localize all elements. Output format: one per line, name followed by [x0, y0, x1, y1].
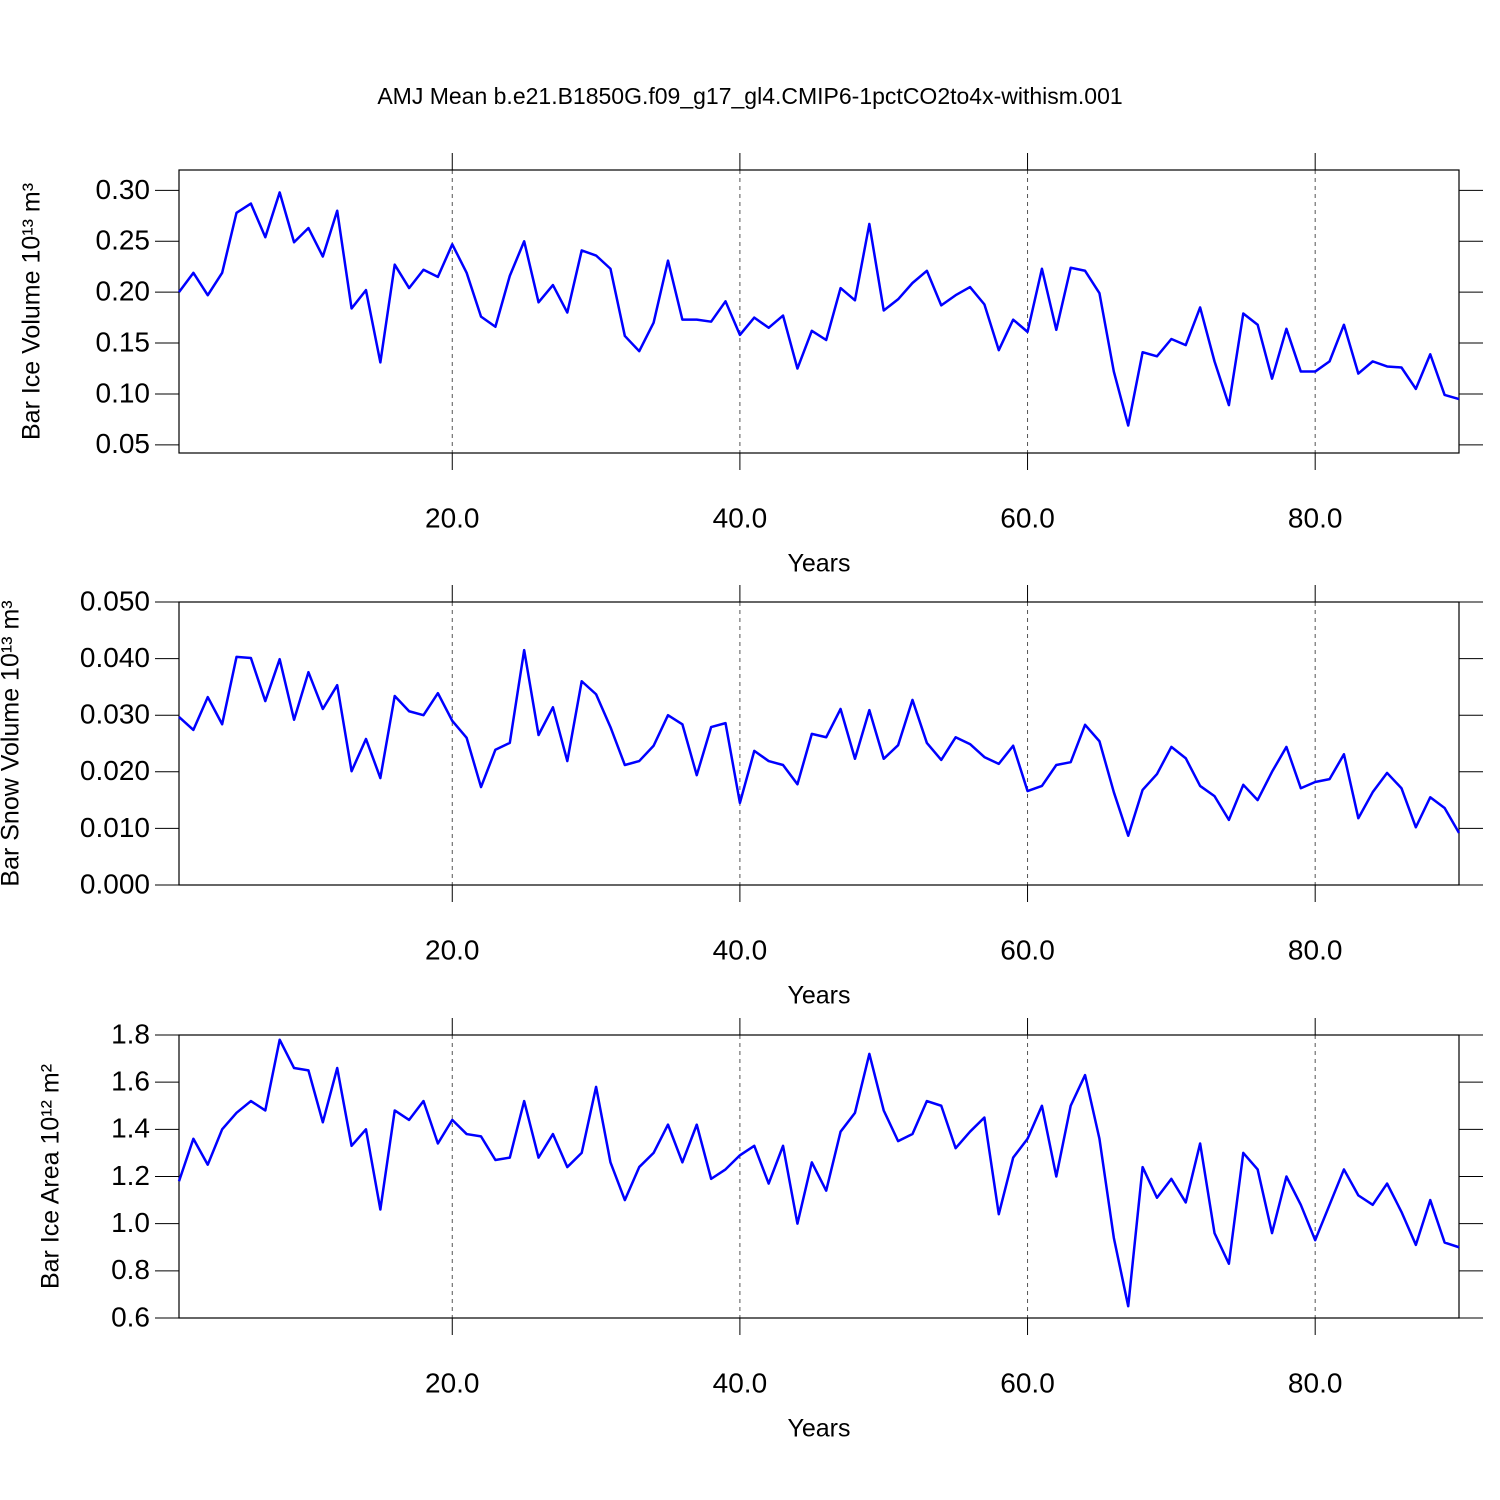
plot-frame — [178, 601, 1460, 886]
plot-frame — [178, 1034, 1460, 1319]
data-line — [177, 1038, 1460, 1308]
x-tick-label: 40.0 — [713, 502, 768, 533]
x-tick-label: 60.0 — [1000, 1367, 1055, 1398]
y-tick-label: 0.6 — [111, 1301, 150, 1332]
y-tick-label: 1.8 — [111, 1018, 150, 1049]
x-axis-label: Years — [787, 1415, 850, 1443]
y-tick-label: 0.05 — [96, 428, 151, 459]
y-tick-label: 0.10 — [96, 377, 151, 408]
y-tick-label: 0.20 — [96, 276, 151, 307]
x-tick-label: 40.0 — [713, 1367, 768, 1398]
y-axis-label: Bar Snow Volume 10¹³ m³ — [0, 600, 25, 886]
y-tick-label: 1.6 — [111, 1066, 150, 1097]
y-tick-label: 0.020 — [80, 755, 150, 786]
x-tick-label: 60.0 — [1000, 934, 1055, 965]
y-tick-label: 0.25 — [96, 225, 151, 256]
y-tick-label: 1.2 — [111, 1160, 150, 1191]
data-line — [178, 648, 1461, 838]
x-tick-label: 20.0 — [425, 502, 480, 533]
x-tick-label: 40.0 — [713, 934, 768, 965]
y-tick-label: 0.8 — [111, 1254, 150, 1285]
x-tick-label: 20.0 — [425, 1367, 480, 1398]
data-line — [177, 191, 1460, 427]
x-tick-label: 80.0 — [1288, 502, 1343, 533]
y-tick-label: 0.030 — [80, 699, 150, 730]
chart-title: AMJ Mean b.e21.B1850G.f09_g17_gl4.CMIP6-… — [377, 83, 1122, 109]
y-tick-label: 0.30 — [96, 174, 151, 205]
x-tick-label: 80.0 — [1288, 934, 1343, 965]
x-axis-label: Years — [787, 982, 850, 1010]
y-tick-label: 1.0 — [111, 1207, 150, 1238]
y-axis-label: Bar Ice Volume 10¹³ m³ — [18, 183, 46, 440]
x-axis-label: Years — [787, 550, 850, 578]
plot-frame — [178, 169, 1460, 454]
x-tick-label: 80.0 — [1288, 1367, 1343, 1398]
y-tick-label: 0.040 — [80, 642, 150, 673]
y-tick-label: 0.15 — [96, 326, 151, 357]
y-tick-label: 0.010 — [80, 812, 150, 843]
y-tick-label: 0.050 — [80, 585, 150, 616]
y-axis-label: Bar Ice Area 10¹² m² — [37, 1064, 65, 1289]
y-tick-label: 0.000 — [80, 868, 150, 899]
y-tick-label: 1.4 — [111, 1113, 150, 1144]
x-tick-label: 60.0 — [1000, 502, 1055, 533]
x-tick-label: 20.0 — [425, 934, 480, 965]
